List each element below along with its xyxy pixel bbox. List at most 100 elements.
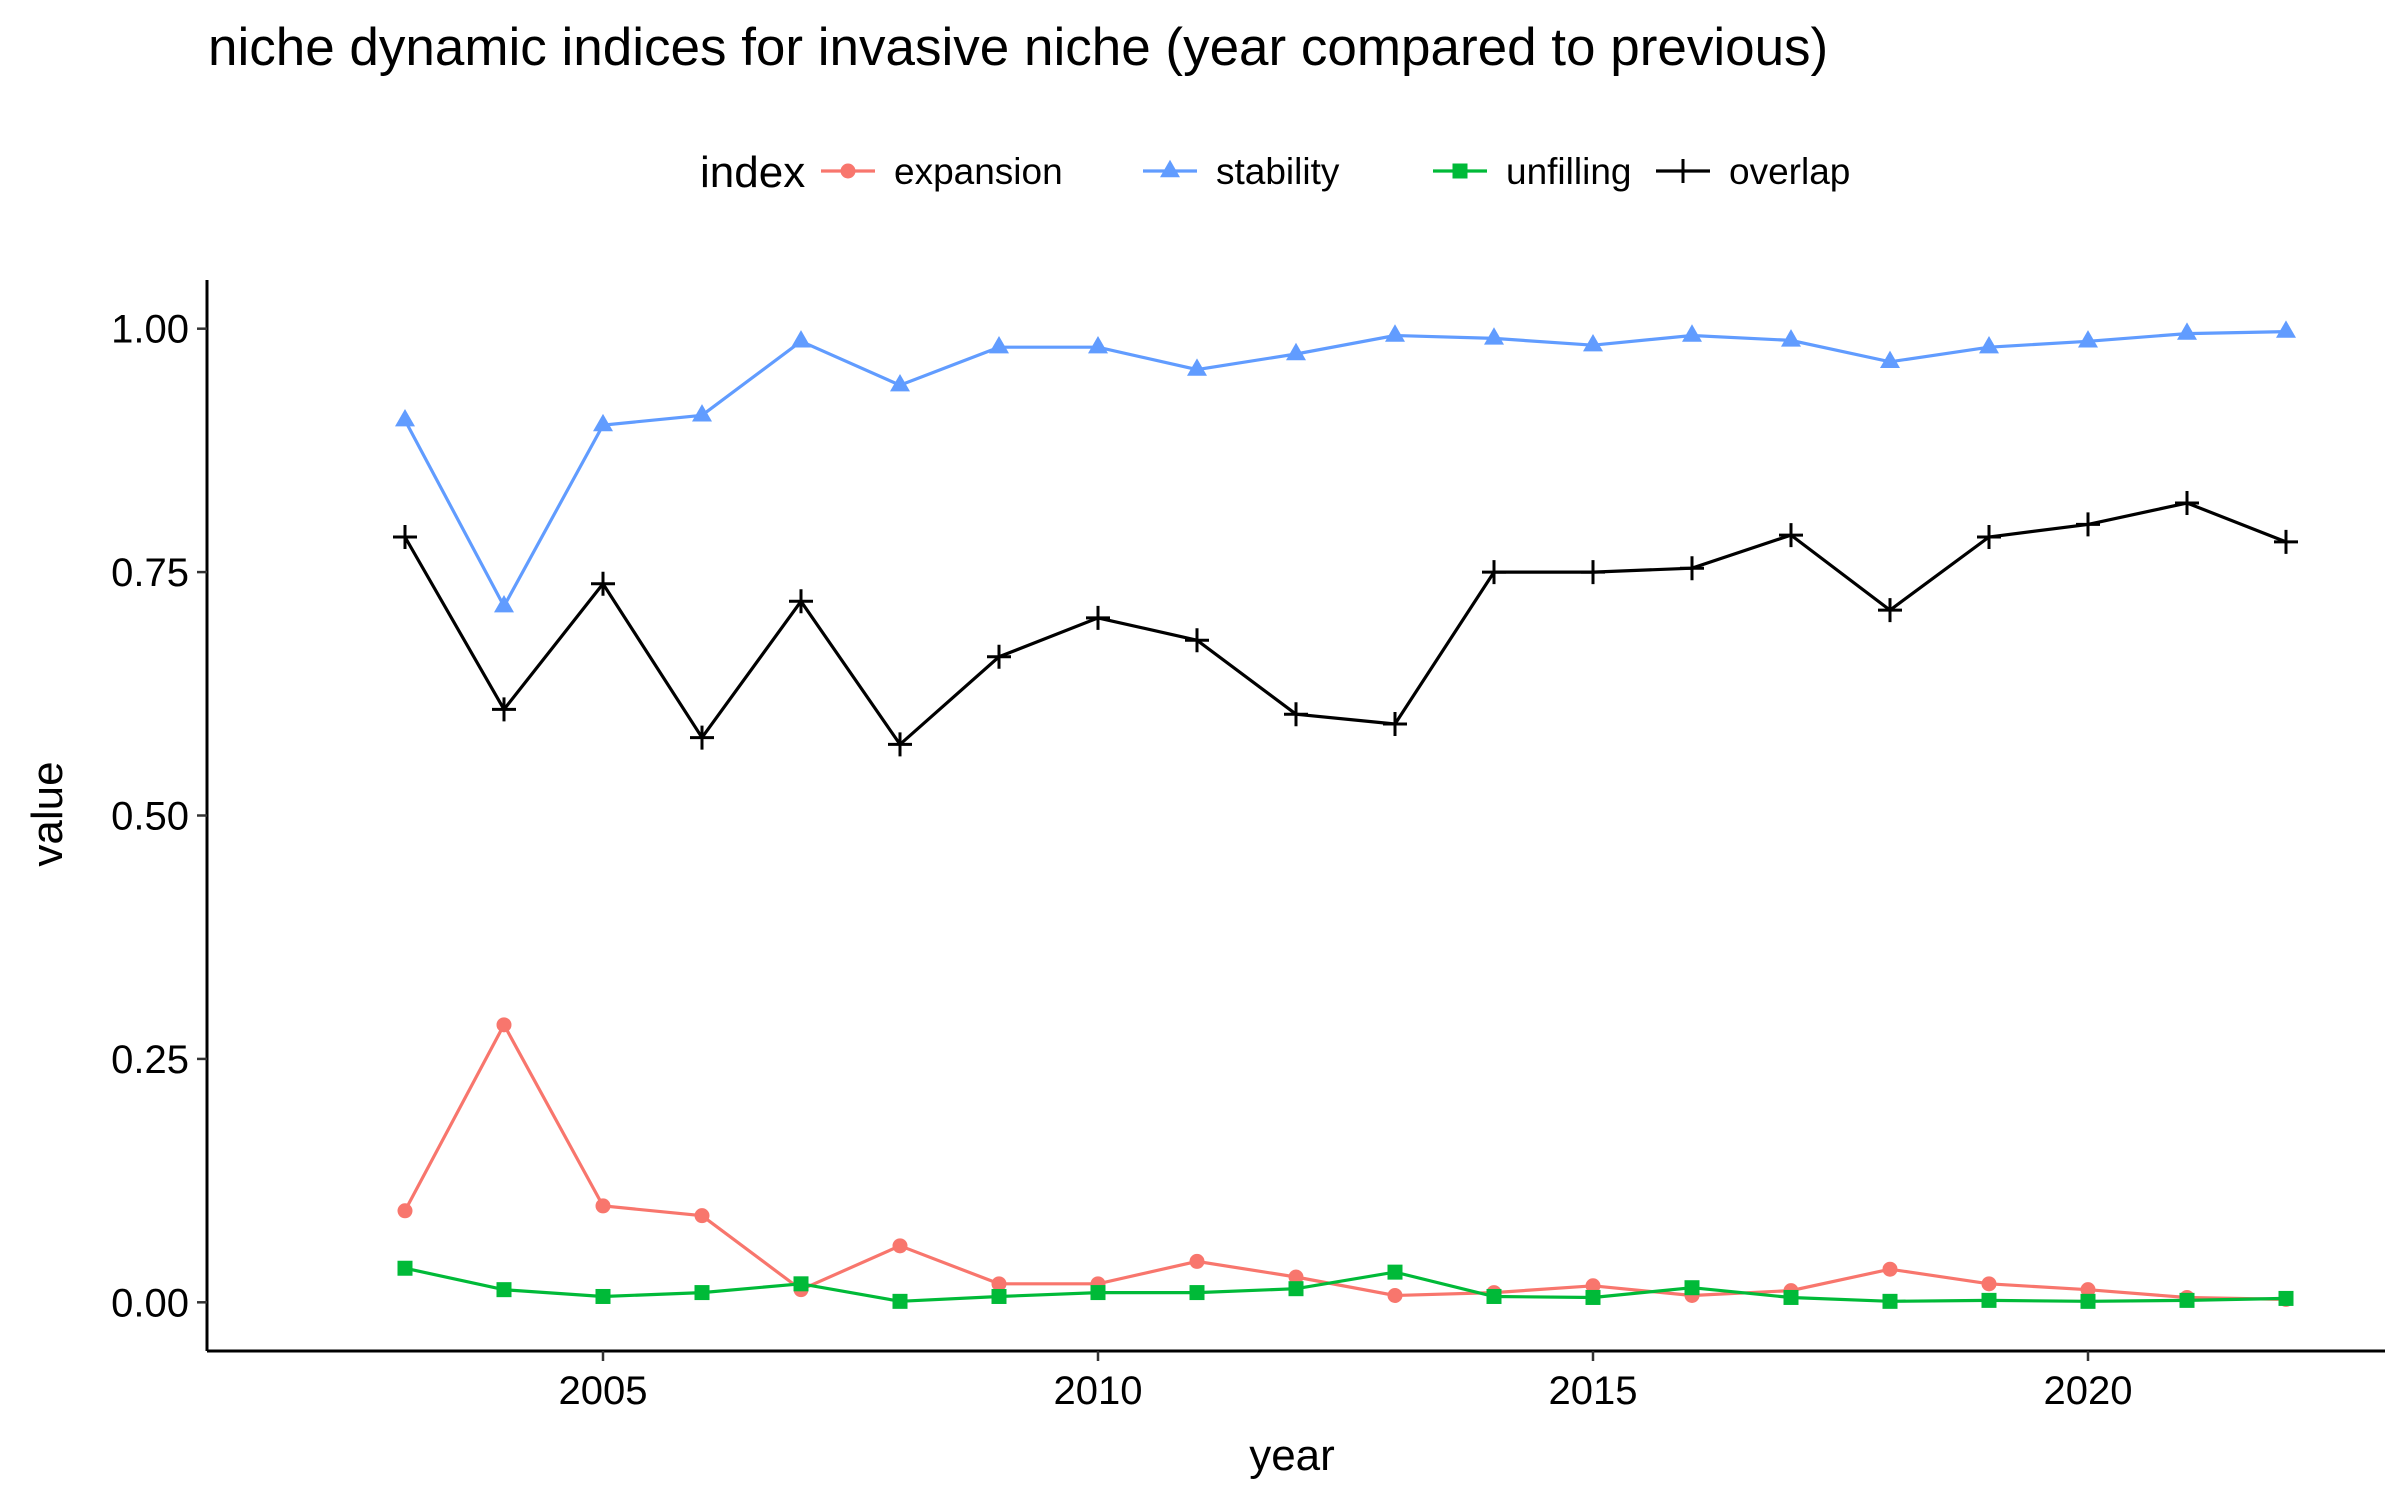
- y-tick-label: 0.75: [111, 551, 189, 595]
- stability-point: [593, 413, 613, 432]
- expansion-point: [1981, 1276, 1997, 1292]
- legend-item-overlap: overlap: [1656, 151, 1850, 192]
- stability-point: [1385, 324, 1405, 342]
- legend-key-marker: [1452, 163, 1468, 179]
- legend-label: stability: [1216, 151, 1340, 192]
- expansion-point: [397, 1203, 413, 1219]
- stability-point: [1880, 350, 1900, 368]
- overlap-point: [789, 589, 813, 614]
- overlap-point: [987, 644, 1011, 669]
- overlap-point: [1680, 556, 1704, 581]
- unfilling-point: [694, 1285, 710, 1301]
- unfilling-point: [1783, 1289, 1799, 1305]
- y-tick-label: 0.00: [111, 1281, 189, 1325]
- unfilling-point: [892, 1293, 908, 1309]
- x-axis: 2005 2010 2015 2020: [207, 1349, 2385, 1413]
- unfilling-line: [404, 1266, 2287, 1303]
- y-tick-label: 0.50: [111, 795, 189, 839]
- unfilling-point: [397, 1260, 413, 1276]
- series-stability: [395, 320, 2296, 613]
- overlap-point: [1086, 605, 1110, 630]
- expansion-point: [1387, 1288, 1403, 1304]
- y-tick-label: 1.00: [111, 308, 189, 352]
- stability-point: [1682, 324, 1702, 342]
- unfilling-point: [1288, 1281, 1304, 1297]
- unfilling-point: [496, 1282, 512, 1298]
- stability-point: [2276, 320, 2296, 338]
- legend-label: overlap: [1729, 151, 1850, 192]
- stability-point: [890, 373, 910, 392]
- legend-item-stability: stability: [1143, 151, 1340, 192]
- overlap-point: [1977, 525, 2001, 550]
- overlap-point: [1383, 711, 1407, 736]
- legend-key-marker: [840, 163, 856, 179]
- expansion-point: [2080, 1282, 2096, 1298]
- overlap-point: [2274, 529, 2298, 554]
- overlap-point: [2076, 512, 2100, 537]
- x-tick-label: 2005: [559, 1369, 648, 1413]
- x-axis-label: year: [1249, 1431, 1335, 1480]
- chart-title: niche dynamic indices for invasive niche…: [208, 18, 1828, 77]
- y-axis-label: value: [23, 761, 72, 866]
- y-axis: 0.00 0.25 0.50 0.75 1.00: [111, 280, 209, 1351]
- unfilling-point: [2278, 1290, 2294, 1306]
- unfilling-point: [1981, 1292, 1997, 1308]
- legend-item-unfilling: unfilling: [1433, 151, 1631, 192]
- x-tick-label: 2010: [1054, 1369, 1143, 1413]
- unfilling-point: [595, 1288, 611, 1304]
- legend-label: expansion: [894, 151, 1063, 192]
- legend-title: index: [700, 148, 805, 197]
- y-tick-label: 0.25: [111, 1038, 189, 1082]
- expansion-point: [1189, 1253, 1205, 1269]
- overlap-point: [1581, 560, 1605, 585]
- overlap-point: [492, 697, 516, 722]
- stability-point: [1781, 329, 1801, 347]
- x-tick-label: 2020: [2044, 1369, 2133, 1413]
- stability-line: [403, 330, 2287, 610]
- overlap-point: [690, 725, 714, 750]
- unfilling-point: [793, 1276, 809, 1292]
- overlap-point: [1779, 523, 1803, 548]
- expansion-point: [496, 1017, 512, 1033]
- overlap-point: [1482, 560, 1506, 585]
- legend-label: unfilling: [1506, 151, 1631, 192]
- stability-point: [989, 335, 1009, 354]
- overlap-point: [888, 732, 912, 757]
- expansion-line: [403, 1021, 2287, 1301]
- stability-point: [1979, 335, 1999, 354]
- unfilling-point: [1882, 1293, 1898, 1309]
- series-expansion: [397, 1017, 2294, 1307]
- legend-item-expansion: expansion: [821, 151, 1063, 192]
- unfilling-point: [1387, 1264, 1403, 1280]
- stability-point: [1286, 342, 1306, 361]
- stability-point: [1484, 327, 1504, 345]
- legend-items: expansion stability unfilling overlap: [821, 151, 1850, 192]
- series-unfilling: [397, 1260, 2294, 1309]
- x-tick-label: 2015: [1549, 1369, 1638, 1413]
- unfilling-point: [1486, 1288, 1502, 1304]
- stability-point: [1088, 335, 1108, 354]
- overlap-point: [393, 525, 417, 550]
- unfilling-point: [2080, 1293, 2096, 1309]
- expansion-point: [991, 1276, 1007, 1292]
- overlap-point: [2175, 490, 2199, 515]
- plot-area: 0.00 0.25 0.50 0.75 1.00 2005 2010 2015 2020: [111, 280, 2385, 1413]
- stability-point: [2177, 322, 2197, 340]
- expansion-point: [892, 1238, 908, 1254]
- overlap-point: [1878, 598, 1902, 623]
- unfilling-point: [1585, 1289, 1601, 1305]
- unfilling-point: [2179, 1292, 2195, 1308]
- overlap-point: [1284, 702, 1308, 727]
- series-overlap: [393, 490, 2298, 757]
- series-layer: [393, 320, 2298, 1309]
- stability-point: [1583, 334, 1603, 352]
- stability-point: [2078, 330, 2098, 348]
- overlap-point: [591, 571, 615, 596]
- expansion-point: [1585, 1278, 1601, 1294]
- expansion-point: [1288, 1269, 1304, 1285]
- stability-point: [791, 330, 811, 348]
- legend-key-marker: [1160, 159, 1180, 178]
- unfilling-point: [1090, 1285, 1106, 1301]
- unfilling-point: [991, 1288, 1007, 1304]
